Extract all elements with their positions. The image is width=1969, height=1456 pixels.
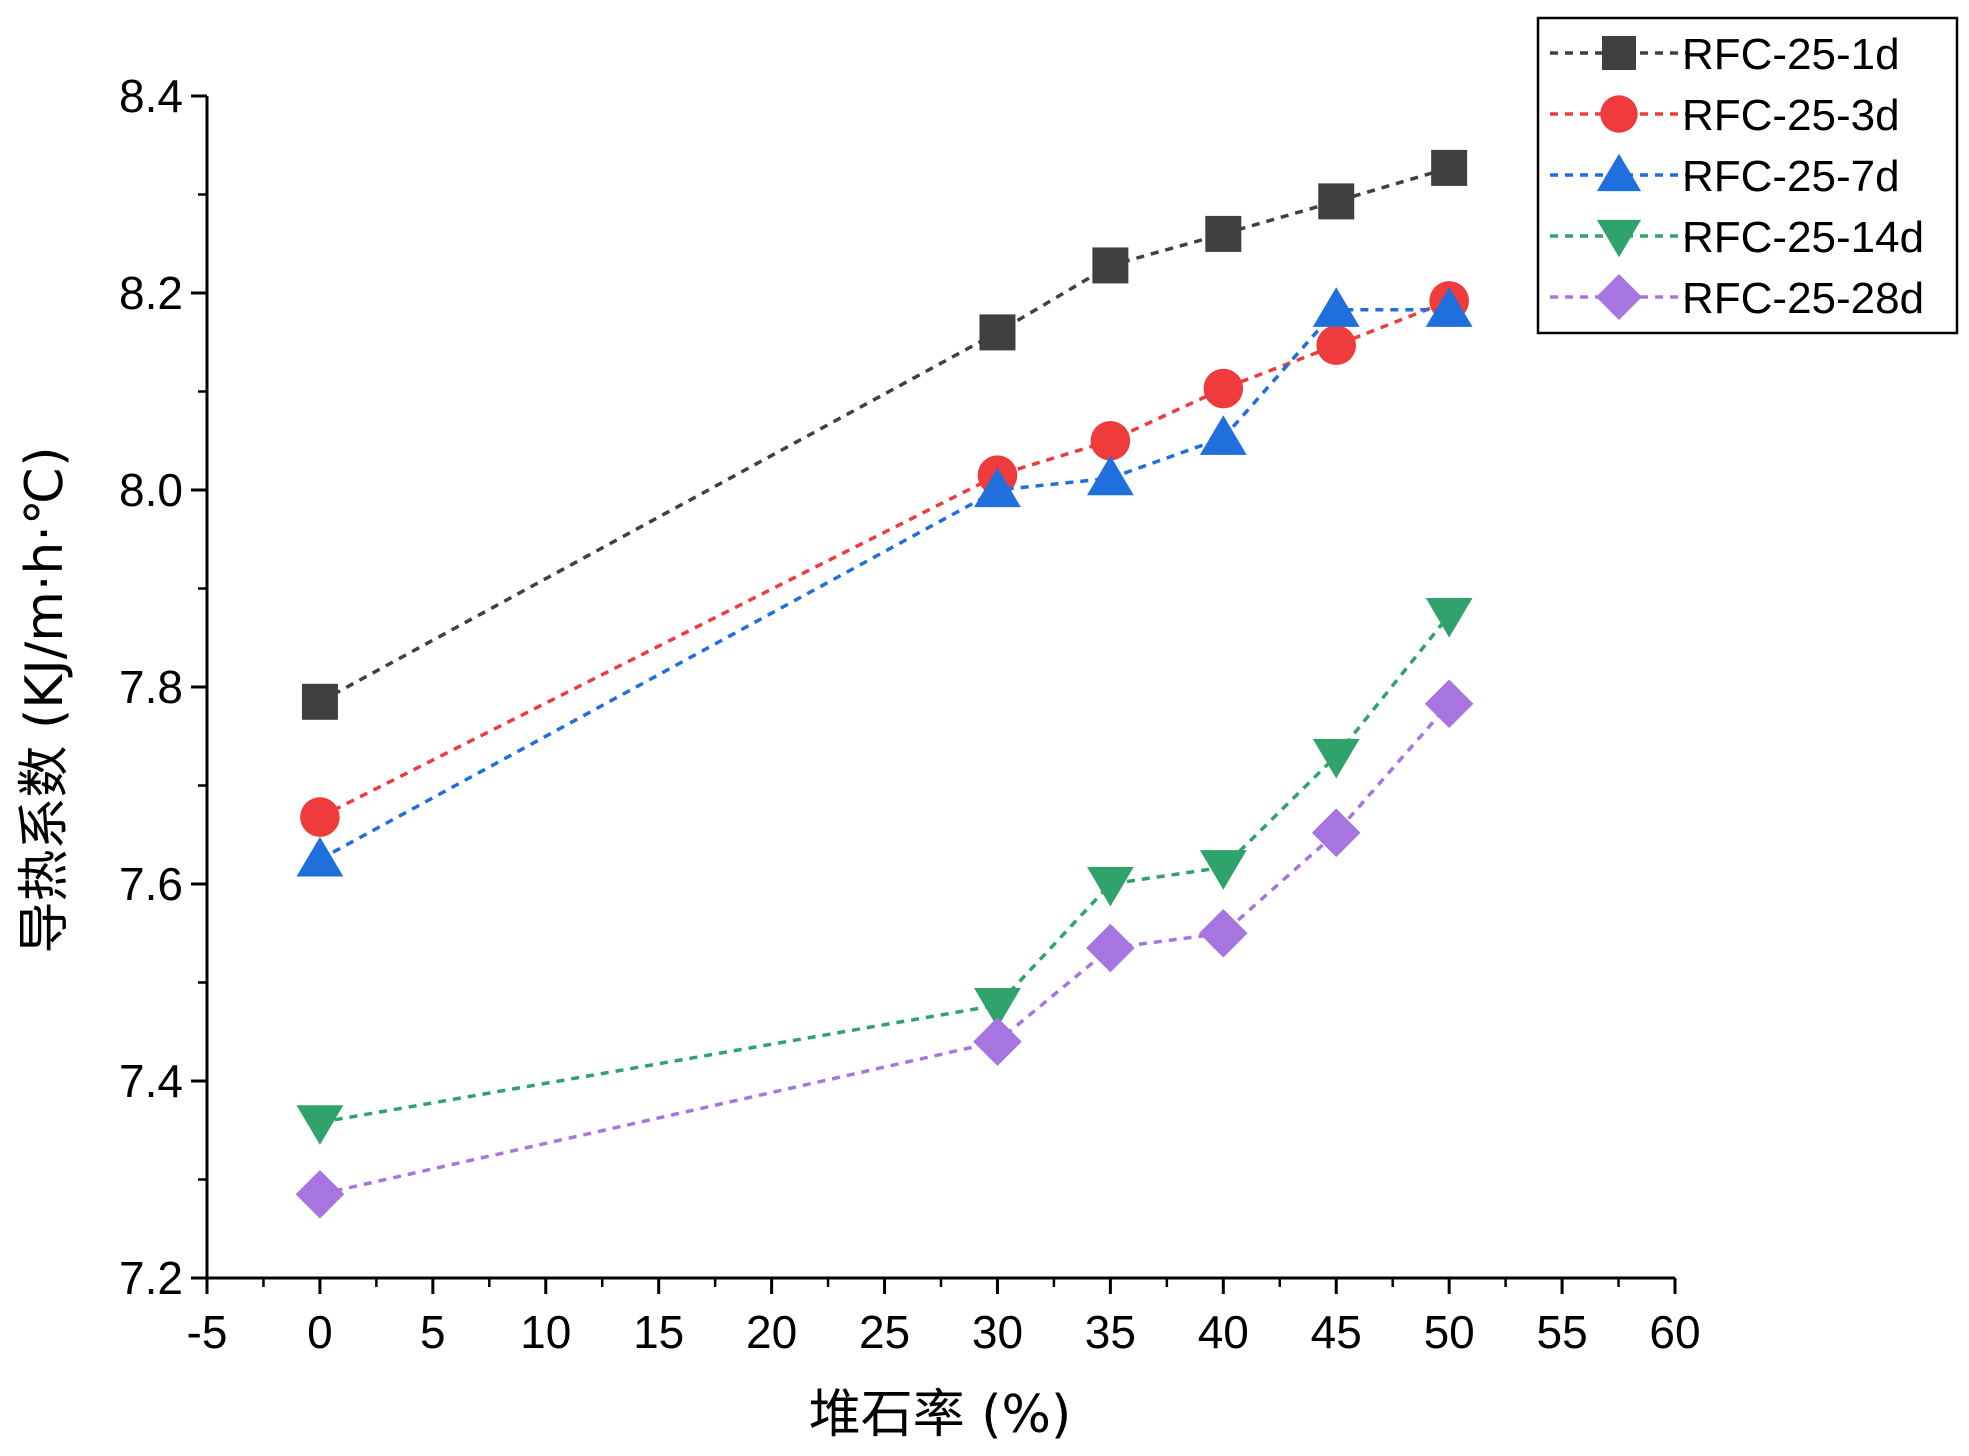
legend-item: RFC-25-7d: [1550, 152, 1900, 201]
x-tick-label: 25: [859, 1306, 910, 1358]
x-tick-label: 10: [520, 1306, 571, 1358]
y-tick-label: 7.4: [119, 1055, 183, 1107]
marker-diamond: [1199, 908, 1248, 958]
x-axis-title: 堆石率 (%): [809, 1385, 1072, 1445]
marker-square: [1602, 36, 1636, 70]
marker-triangle-down: [1425, 597, 1473, 638]
marker-circle: [1090, 420, 1131, 461]
marker-triangle-down: [1312, 738, 1360, 779]
series-layer: [295, 149, 1474, 1219]
y-axis-title: 导热系数 (KJ/m·h·℃): [15, 446, 75, 953]
x-tick-label: 0: [307, 1306, 333, 1358]
marker-diamond: [1086, 923, 1135, 973]
series-line: [319, 299, 1450, 819]
x-tick-label: 50: [1424, 1306, 1475, 1358]
marker-triangle-down: [1596, 219, 1642, 258]
marker-triangle-up: [1086, 455, 1134, 496]
marker-diamond: [1311, 808, 1361, 858]
marker-triangle-down: [1086, 866, 1134, 907]
legend-label: RFC-25-7d: [1682, 152, 1900, 201]
x-tick-label: 35: [1085, 1306, 1136, 1358]
y-tick-label: 8.0: [119, 464, 183, 516]
x-tick-label: 55: [1536, 1306, 1587, 1358]
y-tick-label: 7.2: [119, 1252, 183, 1304]
marker-triangle-down: [1199, 850, 1247, 890]
y-tick-label: 7.6: [119, 858, 183, 910]
marker-square: [1431, 149, 1468, 186]
marker-circle: [1203, 368, 1244, 409]
y-tick-label: 8.2: [119, 267, 183, 319]
series-line: [319, 614, 1451, 1125]
series-line: [319, 307, 1450, 861]
marker-square: [1205, 215, 1242, 252]
marker-triangle-up: [1312, 287, 1360, 327]
marker-circle: [1316, 325, 1357, 366]
marker-diamond: [1596, 274, 1642, 320]
marker-triangle-down: [296, 1105, 344, 1145]
marker-triangle-up: [1596, 153, 1642, 192]
x-tick-label: 45: [1311, 1306, 1362, 1358]
series-RFC-25-7d: [296, 287, 1473, 877]
legend: RFC-25-1d RFC-25-3d RFC-25-7d RFC-25-14d RFC…: [1536, 16, 1959, 335]
marker-triangle-up: [1425, 287, 1473, 327]
marker-diamond: [1424, 679, 1474, 729]
legend-label: RFC-25-14d: [1682, 213, 1924, 262]
x-tick-label: 30: [972, 1306, 1023, 1358]
series-line: [319, 702, 1451, 1196]
marker-square: [1092, 247, 1129, 284]
axes: -5 0 5 10 15 20 25 30 35 40 45 50 55 60 7.2 7.4 7.6 7.8 8…: [119, 70, 1701, 1358]
marker-square: [1318, 183, 1355, 220]
y-ticks: 7.2 7.4 7.6 7.8 8.0 8.2 8.4: [119, 70, 207, 1304]
x-ticks: -5 0 5 10 15 20 25 30 35 40 45 50 55 60: [187, 1278, 1701, 1358]
marker-circle: [1600, 95, 1638, 133]
marker-square: [301, 683, 338, 720]
series-RFC-25-3d: [300, 281, 1469, 837]
x-tick-label: 60: [1649, 1306, 1700, 1358]
legend-item: RFC-25-3d: [1550, 91, 1900, 140]
marker-triangle-down: [974, 988, 1021, 1028]
legend-label: RFC-25-3d: [1682, 91, 1900, 140]
series-RFC-25-14d: [296, 597, 1473, 1145]
x-tick-label: 20: [746, 1306, 797, 1358]
marker-triangle-up: [1199, 415, 1247, 455]
marker-diamond: [973, 1017, 1022, 1066]
x-tick-label: 5: [420, 1306, 446, 1358]
series-RFC-25-1d: [301, 149, 1468, 720]
legend-label: RFC-25-1d: [1682, 30, 1900, 79]
series-line: [319, 166, 1450, 704]
marker-diamond: [295, 1169, 345, 1219]
y-tick-label: 8.4: [119, 70, 183, 122]
series-RFC-25-28d: [295, 679, 1474, 1219]
legend-item: RFC-25-28d: [1550, 274, 1924, 323]
marker-triangle-up: [296, 836, 344, 877]
y-tick-label: 7.8: [119, 661, 183, 713]
legend-item: RFC-25-14d: [1550, 213, 1924, 262]
marker-triangle-up: [974, 467, 1021, 508]
legend-label: RFC-25-28d: [1682, 274, 1924, 323]
marker-square: [979, 314, 1016, 351]
marker-circle: [300, 797, 340, 837]
x-tick-label: -5: [187, 1306, 228, 1358]
legend-item: RFC-25-1d: [1550, 30, 1900, 79]
x-tick-label: 40: [1198, 1306, 1249, 1358]
x-tick-label: 15: [633, 1306, 684, 1358]
